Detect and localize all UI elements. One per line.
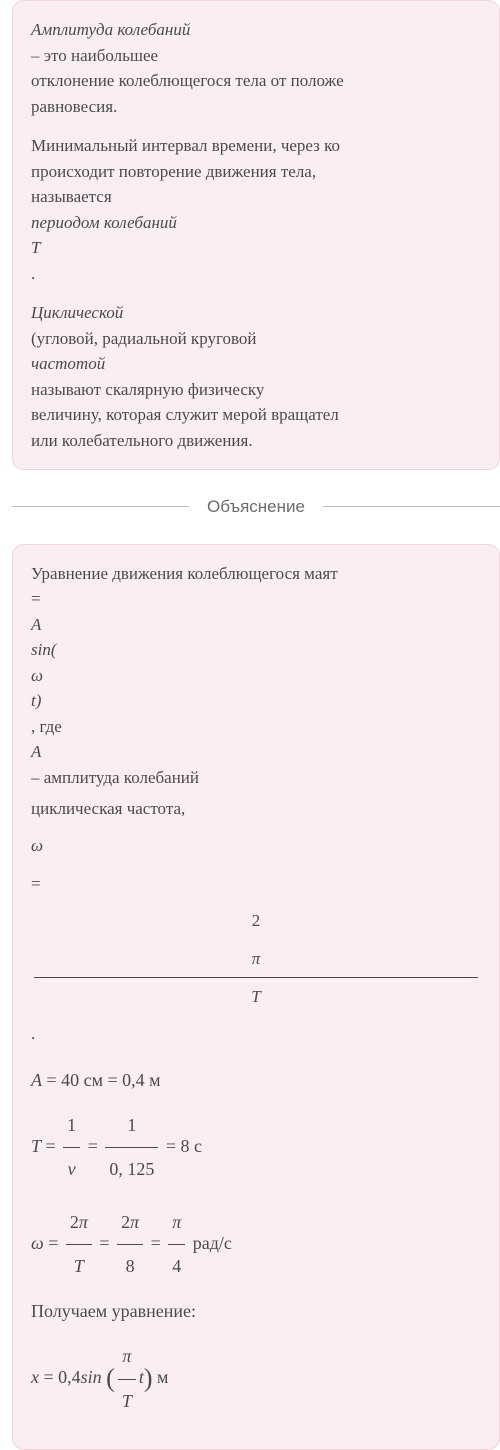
definition-card: Амплитуда колебаний – это наибольшее отк…: [12, 0, 500, 470]
def-amplitude: Амплитуда колебаний – это наибольшее отк…: [31, 17, 481, 119]
divider-line-left: [12, 506, 189, 507]
fraction-2pi-over-8: 2π8: [117, 1201, 143, 1288]
fraction-pi-over-4: π4: [168, 1201, 185, 1288]
equation-omega: ω = 2πT = 2π8 = π4 рад/с: [31, 1201, 481, 1288]
def-cyclic-frequency: Циклической (угловой, радиальной кругово…: [31, 300, 481, 453]
fraction-pi-over-T: πT: [118, 1335, 136, 1422]
term-period: периодом колебаний: [31, 210, 481, 236]
result-label: Получаем уравнение:: [31, 1298, 481, 1325]
paren-close: ): [144, 1364, 153, 1393]
fraction-2pi-over-T-2: 2πT: [66, 1201, 92, 1288]
equation-x: x = 0,4sin (πTt) м: [31, 1335, 481, 1422]
equation-A: A = 40 см = 0,4 м: [31, 1067, 481, 1094]
term-frequency: частотой: [31, 351, 481, 377]
fraction-2pi-over-T: 2πT: [34, 902, 478, 1015]
explanation-card: Уравнение движения колеблющегося маят = …: [12, 544, 500, 1450]
fraction-1-over-0125: 10, 125: [105, 1104, 158, 1191]
explanation-intro: Уравнение движения колеблющегося маят = …: [31, 561, 481, 1053]
divider-line-right: [323, 506, 500, 507]
divider-label: Объяснение: [189, 494, 323, 520]
def-period: Минимальный интервал времени, через ко п…: [31, 133, 481, 286]
paren-open: (: [106, 1364, 115, 1393]
term-amplitude: Амплитуда колебаний: [31, 17, 481, 43]
fraction-1-over-nu: 1ν: [63, 1104, 80, 1191]
var-T: T: [31, 235, 481, 261]
section-divider: Объяснение: [12, 494, 500, 520]
term-cyclic: Циклической: [31, 300, 481, 326]
equation-T: T = 1ν = 10, 125 = 8 с: [31, 1104, 481, 1191]
